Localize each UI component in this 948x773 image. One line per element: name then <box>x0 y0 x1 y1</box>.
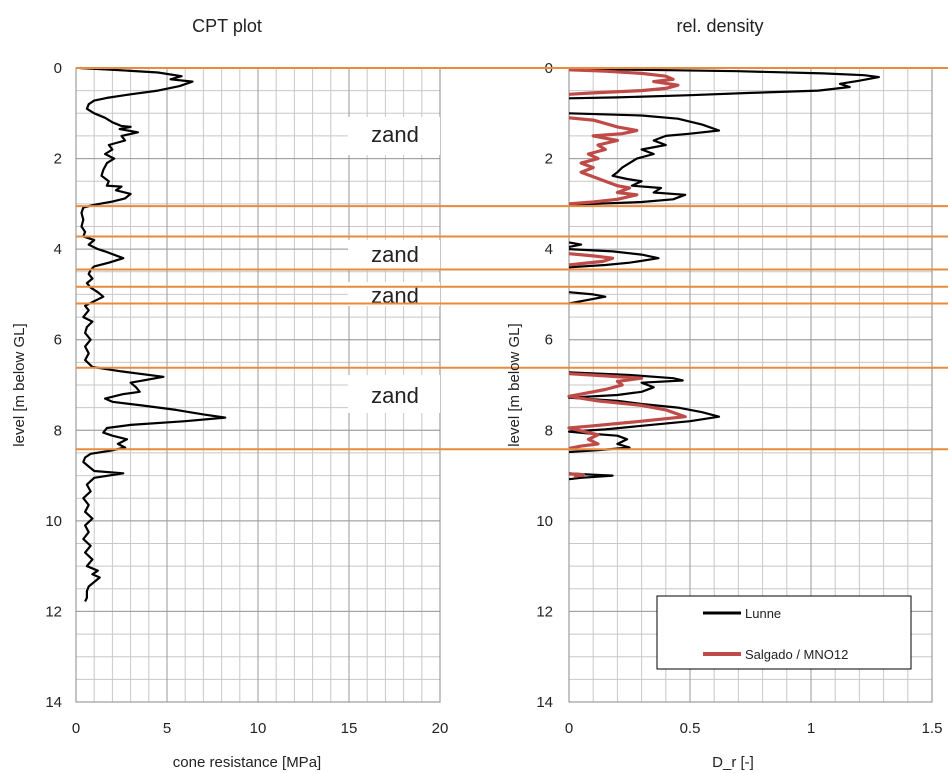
density-xtick-label: 1.5 <box>922 720 943 737</box>
legend: Lunne Salgado / MNO12 <box>656 595 912 670</box>
cpt-ytick-label: 6 <box>54 332 62 349</box>
cpt-ytick-label: 8 <box>54 422 62 439</box>
cpt-ylabel: level [m below GL] <box>11 323 28 446</box>
cpt-ytick-label: 0 <box>54 60 62 77</box>
cpt-xtick-label: 20 <box>432 720 449 737</box>
cpt-xtick-label: 15 <box>341 720 358 737</box>
density-ytick-label: 12 <box>536 603 553 620</box>
annotation-zand-2: zand <box>371 242 419 267</box>
zand-annotations: zand zand zand zand <box>348 117 440 413</box>
series-line-lunne <box>567 371 721 454</box>
density-xtick-label: 1 <box>807 720 815 737</box>
series-line-cpt <box>79 66 227 602</box>
cpt-title: CPT plot <box>192 16 262 36</box>
density-series-group <box>567 67 880 481</box>
density-ylabel: level [m below GL] <box>506 323 523 446</box>
cpt-ytick-label: 14 <box>45 694 62 711</box>
cpt-grid: 0 2 4 6 8 10 12 14 0 5 10 15 20 <box>45 60 448 737</box>
density-xtick-label: 0.5 <box>680 720 701 737</box>
density-ytick-label: 8 <box>545 422 553 439</box>
legend-box <box>656 595 912 670</box>
series-line-lunne <box>568 248 660 269</box>
density-ytick-label: 2 <box>545 151 553 168</box>
series-line-lunne <box>568 291 607 305</box>
annotation-zand-4: zand <box>371 383 419 408</box>
annotation-zand-1: zand <box>371 122 419 147</box>
legend-label-salgado: Salgado / MNO12 <box>745 647 848 662</box>
density-ytick-label: 10 <box>536 513 553 530</box>
cpt-ytick-label: 10 <box>45 513 62 530</box>
series-line-lunne <box>568 241 583 248</box>
series-line-lunne <box>568 112 721 206</box>
cpt-xlabel: cone resistance [MPa] <box>173 754 321 771</box>
series-line-salgado-mno12 <box>568 68 680 96</box>
density-ytick-label: 4 <box>545 241 553 258</box>
density-xlabel: D_r [-] <box>712 754 754 771</box>
cpt-ytick-label: 2 <box>54 151 62 168</box>
series-line-salgado-mno12 <box>568 472 586 479</box>
series-line-lunne <box>568 67 880 100</box>
series-line-salgado-mno12 <box>568 116 639 206</box>
cpt-series-group <box>79 66 227 602</box>
cpt-xtick-label: 0 <box>72 720 80 737</box>
cpt-ytick-label: 12 <box>45 603 62 620</box>
series-line-salgado-mno12 <box>568 252 615 267</box>
density-ytick-label: 14 <box>536 694 553 711</box>
cpt-xtick-label: 10 <box>250 720 267 737</box>
density-xtick-label: 0 <box>565 720 573 737</box>
legend-label-lunne: Lunne <box>745 606 781 621</box>
cpt-xtick-label: 5 <box>163 720 171 737</box>
cpt-ytick-label: 4 <box>54 241 62 258</box>
density-title: rel. density <box>676 16 763 36</box>
density-ytick-label: 6 <box>545 332 553 349</box>
layer-boundaries <box>76 67 948 451</box>
series-line-lunne <box>568 472 614 481</box>
series-line-salgado-mno12 <box>567 372 687 450</box>
